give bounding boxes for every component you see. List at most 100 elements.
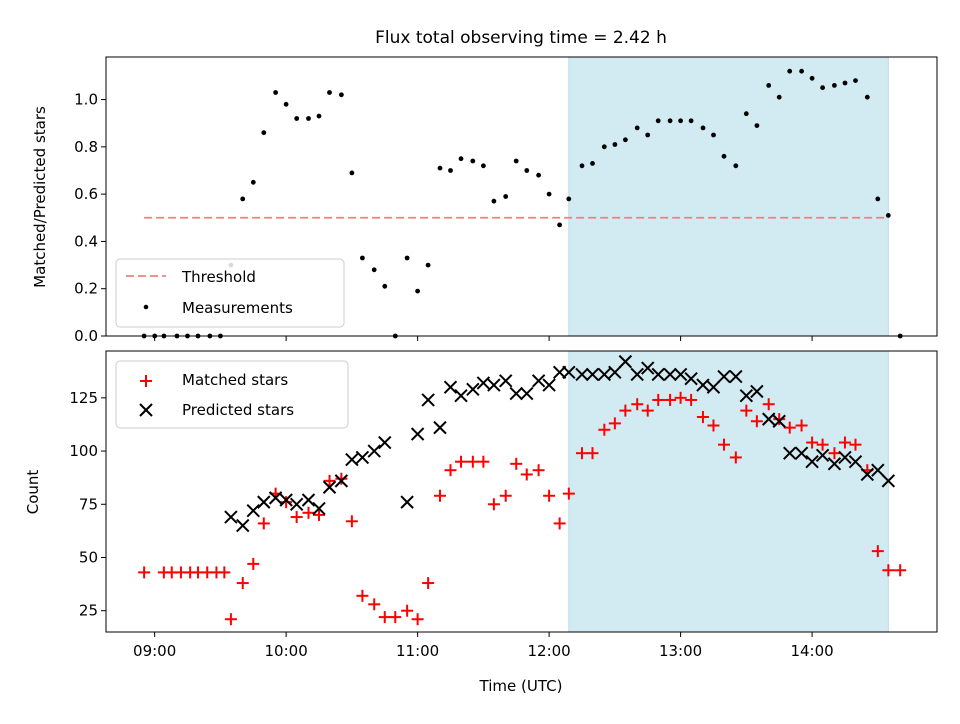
predicted-point <box>562 365 576 379</box>
matched-point <box>236 577 249 590</box>
measurement-point <box>754 123 760 128</box>
matched-point <box>257 517 270 530</box>
matched-point <box>553 517 566 530</box>
measurement-point <box>371 267 377 273</box>
matched-point <box>740 404 753 417</box>
matched-point <box>313 508 326 521</box>
matched-point <box>608 417 621 430</box>
matched-point <box>882 564 895 577</box>
measurement-point <box>404 255 410 261</box>
predicted-point <box>641 361 655 375</box>
measurement-point <box>820 85 825 91</box>
measurement-point <box>590 161 595 166</box>
measurement-point <box>623 137 628 143</box>
matched-point <box>290 511 303 524</box>
matched-point <box>894 564 907 577</box>
matched-point <box>641 404 654 417</box>
measurement-point <box>787 68 793 74</box>
matched-point <box>762 398 775 411</box>
predicted-point <box>499 374 513 388</box>
predicted-point <box>729 369 743 384</box>
matched-point <box>368 598 381 611</box>
measurement-point <box>601 144 607 150</box>
matched-point <box>838 436 851 449</box>
measurement-point <box>721 153 727 159</box>
measurement-point <box>415 288 420 294</box>
measurement-point <box>612 142 618 147</box>
ratio-panel: 0.0 0.2 0.4 0.6 0.8 1.0 Matched/Predicted sta… <box>31 56 938 345</box>
predicted-point <box>706 380 721 394</box>
matched-point <box>562 487 575 500</box>
measurement-point <box>566 196 572 202</box>
ratio-shaded-span <box>568 56 889 337</box>
count-y-tick-label: 25 <box>79 602 98 620</box>
predicted-point <box>651 367 665 382</box>
predicted-point <box>433 420 447 435</box>
measurement-point <box>458 156 464 162</box>
legend-threshold-label: Threshold <box>181 268 256 286</box>
predicted-point <box>476 376 491 390</box>
measurement-point <box>470 158 476 164</box>
measurement-point <box>667 118 673 124</box>
predicted-point <box>772 414 786 428</box>
matched-point <box>619 404 632 417</box>
matched-point <box>816 438 829 451</box>
predicted-point <box>608 365 622 379</box>
matched-point <box>356 589 369 602</box>
predicted-point <box>443 380 458 394</box>
count-x-tick-label: 14:00 <box>790 642 833 660</box>
measurement-point <box>536 172 541 178</box>
measurement-point <box>700 125 706 131</box>
ratio-legend-box <box>115 258 345 328</box>
matched-point <box>138 566 151 579</box>
predicted-point <box>487 378 501 392</box>
ratio-y-tick-label: 1.0 <box>74 91 98 109</box>
matched-point <box>750 415 763 428</box>
measurement-point <box>306 116 311 121</box>
measurement-point <box>743 111 749 117</box>
matched-point <box>717 438 730 451</box>
measurement-point <box>339 92 344 98</box>
predicted-point <box>673 367 688 382</box>
ratio-y-tick-label: 0.0 <box>74 327 98 345</box>
matched-point <box>543 489 556 502</box>
predicted-point <box>838 450 852 465</box>
predicted-point <box>630 367 644 382</box>
matched-point <box>652 393 665 406</box>
ratio-y-tick-label: 0.8 <box>74 138 98 156</box>
predicted-point <box>312 501 326 516</box>
matched-point <box>247 557 260 570</box>
measurement-point <box>655 118 661 124</box>
count-x-ticks: 09:00 10:00 11:00 12:00 13:00 14:00 <box>133 632 834 660</box>
count-y-tick-label: 125 <box>69 389 98 407</box>
count-axes-frame <box>105 350 938 633</box>
predicted-point <box>684 371 698 386</box>
predicted-point <box>815 448 830 463</box>
matched-point <box>586 447 599 460</box>
count-legend: Matched stars Predicted stars <box>115 360 349 429</box>
matched-point <box>455 455 468 468</box>
count-points <box>138 354 907 626</box>
count-y-tick-label: 50 <box>79 548 98 566</box>
predicted-point <box>410 427 425 441</box>
legend-matched-swatch <box>140 375 152 387</box>
matched-point <box>783 421 796 434</box>
predicted-point <box>663 367 677 382</box>
predicted-point <box>881 474 896 488</box>
predicted-point <box>236 518 250 533</box>
legend-measurement-label: Measurements <box>182 299 293 317</box>
count-y-axis-label: Count <box>24 470 42 515</box>
measurement-point <box>557 222 562 228</box>
legend-measurement-swatch <box>143 304 149 310</box>
predicted-point <box>400 495 414 509</box>
measurement-point <box>579 163 585 169</box>
measurement-point <box>645 132 651 138</box>
count-x-tick-label: 11:00 <box>396 642 439 660</box>
predicted-point <box>783 446 797 460</box>
matched-point <box>466 455 479 468</box>
matched-point <box>444 464 457 477</box>
measurement-point <box>711 132 716 138</box>
chart-title: Flux total observing time = 2.42 h <box>375 28 667 48</box>
predicted-point <box>827 457 842 471</box>
